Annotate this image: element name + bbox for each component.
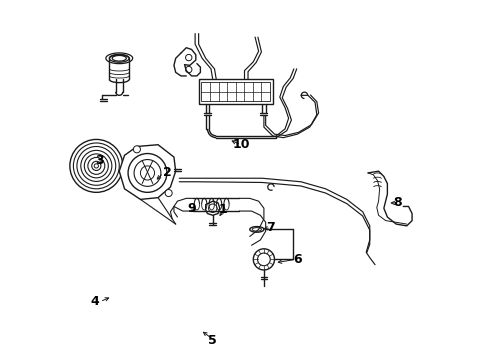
Circle shape [73,143,119,189]
Text: 5: 5 [208,334,217,347]
Circle shape [133,146,140,153]
Circle shape [140,166,154,180]
Text: 8: 8 [393,197,402,210]
Text: 10: 10 [232,138,249,151]
Bar [201,82,269,101]
Circle shape [208,204,217,212]
Circle shape [77,147,116,185]
Text: 6: 6 [292,253,301,266]
Text: 2: 2 [162,166,171,179]
Circle shape [92,161,101,171]
Text: 9: 9 [187,202,196,215]
Circle shape [128,153,166,192]
Polygon shape [119,145,175,199]
Circle shape [253,249,274,270]
Circle shape [134,159,161,186]
Circle shape [88,157,104,174]
Polygon shape [205,201,219,215]
Text: 7: 7 [266,221,275,234]
Text: 4: 4 [90,295,99,308]
Bar [198,80,272,104]
Circle shape [81,150,112,181]
Circle shape [84,154,108,178]
Text: 3: 3 [95,154,104,167]
Circle shape [165,189,172,197]
Circle shape [257,253,270,266]
Circle shape [94,164,98,168]
Circle shape [70,139,122,192]
Text: 1: 1 [219,203,227,216]
